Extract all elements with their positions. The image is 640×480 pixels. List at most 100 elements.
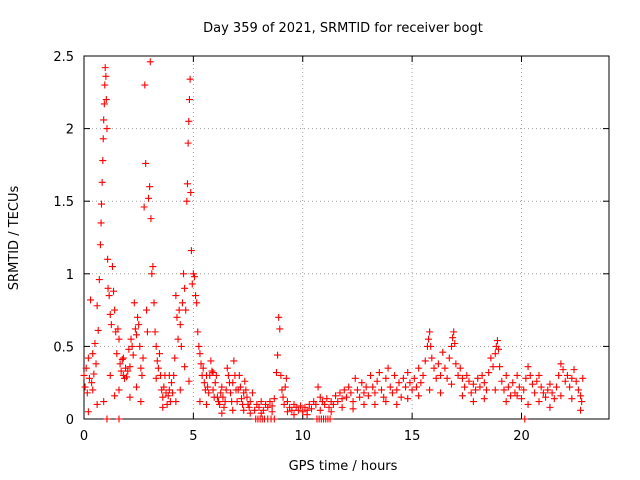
data-point: [445, 354, 453, 362]
data-point: [535, 371, 543, 379]
data-point: [114, 325, 122, 333]
data-point: [185, 96, 193, 104]
data-point: [493, 337, 501, 345]
data-point: [496, 363, 504, 371]
data-point: [196, 398, 204, 406]
data-point: [432, 374, 440, 382]
data-point: [243, 393, 251, 401]
data-point: [316, 393, 324, 401]
data-point: [96, 241, 104, 249]
data-point: [150, 299, 158, 307]
data-point: [358, 379, 366, 387]
data-point: [537, 383, 545, 391]
data-point: [209, 386, 217, 394]
x-tick-label: 5: [189, 429, 197, 444]
data-point: [174, 335, 182, 343]
data-point: [100, 116, 108, 124]
data-point: [521, 415, 529, 423]
data-point: [205, 389, 213, 397]
data-point: [321, 400, 329, 408]
data-point: [305, 400, 313, 408]
data-point: [384, 364, 392, 372]
data-point: [189, 270, 197, 278]
data-point: [235, 371, 243, 379]
data-point: [393, 386, 401, 394]
data-point: [266, 398, 274, 406]
data-point: [443, 374, 451, 382]
data-point: [119, 354, 127, 362]
data-point: [171, 354, 179, 362]
data-point: [246, 409, 254, 417]
data-point: [87, 296, 95, 304]
data-point: [557, 360, 565, 368]
data-point: [454, 371, 462, 379]
data-point: [88, 379, 96, 387]
data-point: [115, 415, 123, 423]
data-point: [209, 369, 217, 377]
data-point: [116, 360, 124, 368]
data-point: [159, 393, 167, 401]
data-point: [277, 371, 285, 379]
data-point: [169, 389, 177, 397]
data-point: [153, 357, 161, 365]
data-point: [448, 380, 455, 388]
data-point: [185, 377, 193, 385]
data-point: [104, 284, 112, 292]
data-point: [133, 331, 140, 339]
data-point: [280, 400, 288, 408]
data-point: [83, 389, 91, 397]
data-point: [85, 374, 93, 382]
data-point: [130, 299, 138, 307]
data-point: [200, 379, 208, 387]
data-point: [334, 398, 342, 406]
data-point: [106, 371, 114, 379]
data-point: [513, 392, 521, 400]
data-point: [520, 386, 528, 394]
data-point: [566, 383, 574, 391]
data-point: [203, 400, 210, 408]
data-point: [406, 379, 414, 387]
data-point: [145, 194, 153, 202]
data-point: [218, 383, 226, 391]
data-point: [356, 393, 364, 401]
data-point: [99, 135, 107, 143]
data-point: [276, 325, 284, 333]
data-point: [373, 377, 381, 385]
data-point: [98, 200, 105, 208]
data-point: [498, 377, 506, 385]
data-point: [212, 371, 220, 379]
data-point: [312, 400, 320, 408]
data-point: [546, 403, 554, 411]
data-point: [103, 125, 111, 133]
data-point: [103, 415, 111, 423]
data-point: [548, 389, 556, 397]
data-point: [229, 379, 237, 387]
data-point: [323, 395, 331, 403]
data-point: [139, 354, 147, 362]
x-axis-label: GPS time / hours: [289, 459, 398, 474]
data-point: [195, 342, 203, 350]
data-point: [197, 360, 205, 368]
data-point: [124, 367, 132, 375]
data-point: [241, 377, 249, 385]
data-point: [524, 363, 532, 371]
data-point: [557, 392, 565, 400]
data-point: [472, 386, 480, 394]
data-point: [196, 350, 204, 358]
data-point: [91, 339, 99, 347]
data-point: [487, 354, 495, 362]
data-point: [190, 273, 198, 281]
data-point: [84, 408, 92, 416]
data-point: [410, 374, 418, 382]
x-tick-label: 0: [80, 429, 88, 444]
data-point: [151, 328, 159, 336]
data-point: [90, 370, 98, 378]
data-point: [282, 374, 290, 382]
data-point: [227, 389, 235, 397]
data-point: [568, 395, 576, 403]
data-point: [559, 366, 567, 374]
data-point: [380, 393, 388, 401]
data-point: [461, 383, 469, 391]
data-point: [117, 367, 125, 375]
